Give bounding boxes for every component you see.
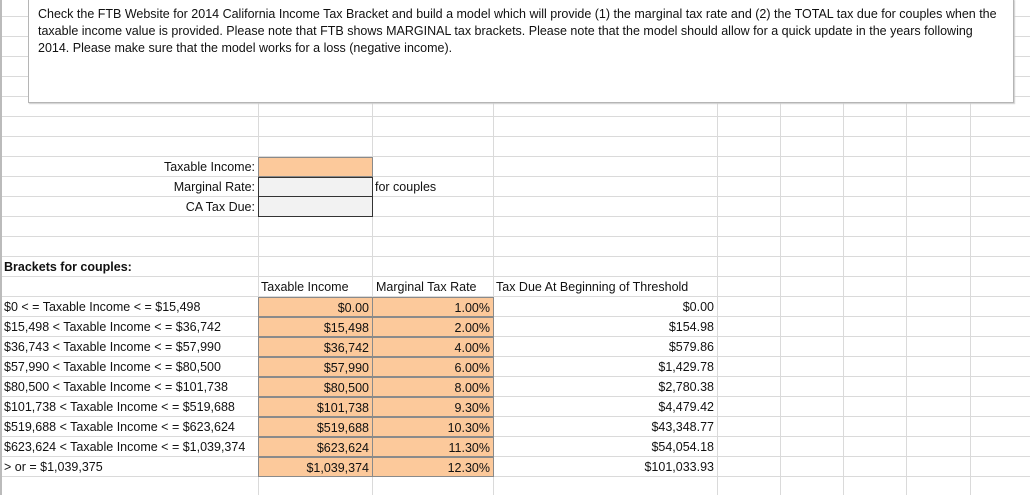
column-gridline <box>258 0 259 495</box>
ca-tax-due-label: CA Tax Due: <box>185 200 255 214</box>
bracket-rate-cell[interactable]: 12.30% <box>372 457 494 477</box>
bracket-income-cell[interactable]: $519,688 <box>258 417 373 437</box>
bracket-label: $15,498 < Taxable Income < = $36,742 <box>4 320 221 334</box>
bracket-rate-cell[interactable]: 6.00% <box>372 357 494 377</box>
bracket-tax-due-cell[interactable]: $1,429.78 <box>658 360 714 374</box>
bracket-income-cell[interactable]: $0.00 <box>258 297 373 317</box>
bracket-income-cell[interactable]: $57,990 <box>258 357 373 377</box>
header-marginal-tax-rate: Marginal Tax Rate <box>376 280 477 294</box>
column-gridline <box>717 0 718 495</box>
taxable-income-label: Taxable Income: <box>163 160 255 174</box>
bracket-tax-due-cell[interactable]: $43,348.77 <box>651 420 714 434</box>
bracket-income-cell[interactable]: $36,742 <box>258 337 373 357</box>
bracket-income-cell[interactable]: $15,498 <box>258 317 373 337</box>
header-tax-due: Tax Due At Beginning of Threshold <box>496 280 689 294</box>
bracket-label: $57,990 < Taxable Income < = $80,500 <box>4 360 221 374</box>
bracket-tax-due-cell[interactable]: $4,479.42 <box>658 400 714 414</box>
bracket-tax-due-cell[interactable]: $579.86 <box>668 340 714 354</box>
ca-tax-due-output[interactable] <box>258 196 373 217</box>
bracket-label: $0 < = Taxable Income < = $15,498 <box>4 300 201 314</box>
marginal-rate-label: Marginal Rate: <box>173 180 255 194</box>
bracket-income-cell[interactable]: $1,039,374 <box>258 457 373 477</box>
bracket-rate-cell[interactable]: 1.00% <box>372 297 494 317</box>
taxable-income-input[interactable] <box>258 157 373 177</box>
sheet-left-border <box>0 0 2 495</box>
bracket-rate-cell[interactable]: 8.00% <box>372 377 494 397</box>
column-gridline <box>780 0 781 495</box>
bracket-income-cell[interactable]: $101,738 <box>258 397 373 417</box>
bracket-rate-cell[interactable]: 11.30% <box>372 437 494 457</box>
bracket-tax-due-cell[interactable]: $154.98 <box>668 320 714 334</box>
bracket-rate-cell[interactable]: 4.00% <box>372 337 494 357</box>
for-couples-note: for couples <box>375 180 437 194</box>
bracket-tax-due-cell[interactable]: $2,780.38 <box>658 380 714 394</box>
column-gridline <box>970 0 971 495</box>
column-gridline <box>843 0 844 495</box>
header-taxable-income: Taxable Income <box>261 280 349 294</box>
instructions-textbox[interactable]: Check the FTB Website for 2014 Californi… <box>28 0 1014 103</box>
bracket-rate-cell[interactable]: 10.30% <box>372 417 494 437</box>
column-gridline <box>906 0 907 495</box>
bracket-tax-due-cell[interactable]: $54,054.18 <box>651 440 714 454</box>
bracket-label: $36,743 < Taxable Income < = $57,990 <box>4 340 221 354</box>
bracket-label: $519,688 < Taxable Income < = $623,624 <box>4 420 235 434</box>
bracket-label: $80,500 < Taxable Income < = $101,738 <box>4 380 228 394</box>
bracket-label: > or = $1,039,375 <box>4 460 103 474</box>
column-gridline <box>493 0 494 495</box>
bracket-rate-cell[interactable]: 9.30% <box>372 397 494 417</box>
bracket-income-cell[interactable]: $80,500 <box>258 377 373 397</box>
bracket-label: $623,624 < Taxable Income < = $1,039,374 <box>4 440 246 454</box>
marginal-rate-output[interactable] <box>258 177 373 197</box>
column-gridline <box>372 0 373 495</box>
bracket-tax-due-cell[interactable]: $101,033.93 <box>644 460 714 474</box>
bracket-label: $101,738 < Taxable Income < = $519,688 <box>4 400 235 414</box>
bracket-income-cell[interactable]: $623,624 <box>258 437 373 457</box>
brackets-title: Brackets for couples: <box>4 260 132 274</box>
bracket-tax-due-cell[interactable]: $0.00 <box>682 300 714 314</box>
bracket-rate-cell[interactable]: 2.00% <box>372 317 494 337</box>
